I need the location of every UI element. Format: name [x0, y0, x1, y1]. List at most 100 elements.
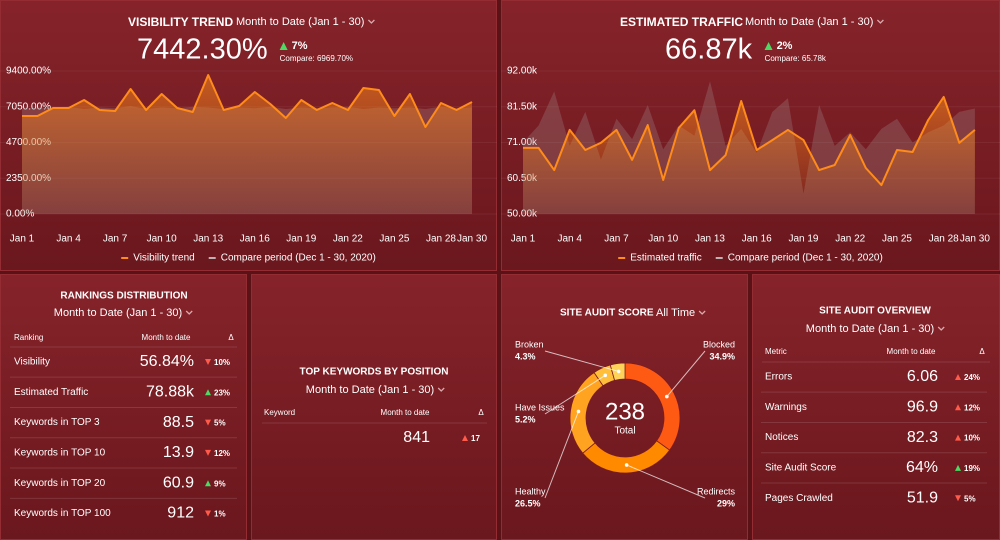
trend-line [22, 74, 473, 128]
trend-arrow [462, 435, 468, 441]
leader-dot [665, 394, 669, 399]
compare-value: Compare: 6969.70% [280, 54, 353, 63]
x-tick-label: Jan 25 [379, 234, 409, 245]
leader-line [544, 411, 579, 499]
row-label: Estimated Traffic [14, 387, 88, 398]
trend-arrow [955, 404, 961, 411]
panel-title: TOP KEYWORDS BY POSITION [300, 367, 449, 378]
x-tick-label: Jan 7 [604, 234, 629, 245]
donut-total: 238 [605, 398, 645, 425]
row-label: Keywords in TOP 100 [14, 508, 111, 519]
donut-total-label: Total [614, 426, 635, 437]
dropdown-icon [185, 310, 193, 315]
segment-label: Broken [515, 339, 544, 349]
trend-arrow [764, 42, 773, 50]
legend-label: Compare period (Dec 1 - 30, 2020) [728, 253, 883, 264]
x-tick-label: Jan 13 [695, 234, 725, 245]
row-label: Site Audit Score [765, 463, 837, 474]
x-tick-label: Jan 28 [929, 234, 959, 245]
x-tick-label: Jan 30 [960, 234, 990, 245]
panel-title: RANKINGS DISTRIBUTION [60, 291, 187, 302]
trend-arrow [205, 510, 211, 517]
leader-line [544, 350, 619, 372]
headline-value: 66.87k [665, 34, 753, 66]
x-tick-label: Jan 19 [286, 234, 316, 245]
column-header: Δ [228, 333, 234, 342]
period-selector[interactable]: Month to Date (Jan 1 - 30) [306, 384, 434, 396]
panel-title: SITE AUDIT SCORE [560, 308, 654, 319]
period-selector[interactable]: Month to Date (Jan 1 - 30) [54, 307, 182, 319]
row-label: Keywords in TOP 3 [14, 417, 100, 428]
segment-value: 34.9% [709, 351, 735, 361]
y-tick-label: 60.50k [507, 173, 538, 184]
row-delta: 17 [471, 434, 480, 443]
panel-title: VISIBILITY TREND [128, 15, 233, 29]
row-value: 88.5 [163, 414, 194, 431]
leader-dot [603, 373, 608, 378]
row-delta: 1% [214, 510, 226, 519]
panel [251, 274, 497, 540]
dropdown-icon [437, 387, 445, 392]
x-tick-label: Jan 19 [788, 234, 818, 245]
row-delta: 19% [964, 464, 980, 473]
dropdown-icon [937, 326, 945, 331]
period-selector[interactable]: Month to Date (Jan 1 - 30) [806, 323, 934, 335]
legend-label: Compare period (Dec 1 - 30, 2020) [221, 253, 376, 264]
row-delta: 12% [964, 403, 980, 412]
period-selector[interactable]: Month to Date (Jan 1 - 30) [745, 16, 873, 28]
row-delta: 24% [964, 373, 980, 382]
row-label: Keywords in TOP 10 [14, 448, 106, 459]
row-value: 51.9 [907, 489, 938, 506]
segment-value: 5.2% [515, 414, 536, 424]
x-tick-label: Jan 4 [56, 234, 81, 245]
dropdown-icon [698, 310, 706, 315]
row-label: Pages Crawled [765, 493, 833, 504]
row-value: 841 [403, 429, 430, 446]
x-tick-label: Jan 1 [511, 234, 536, 245]
row-value: 6.06 [907, 368, 938, 385]
panel-title: SITE AUDIT OVERVIEW [819, 306, 931, 317]
row-label: Errors [765, 372, 792, 383]
leader-line [666, 350, 706, 397]
trend-arrow [205, 359, 211, 365]
x-tick-label: Jan 22 [835, 234, 865, 245]
x-tick-label: Jan 30 [457, 234, 487, 245]
period-selector[interactable]: Month to Date (Jan 1 - 30) [236, 16, 364, 28]
x-tick-label: Jan 16 [240, 234, 270, 245]
row-delta: 23% [214, 388, 230, 397]
leader-dot [616, 369, 621, 374]
delta: 7% [292, 40, 308, 52]
y-tick-label: 9400.00% [6, 66, 51, 77]
trend-area [523, 96, 975, 214]
row-value: 82.3 [907, 429, 938, 446]
row-label: Keywords in TOP 20 [14, 478, 106, 489]
x-tick-label: Jan 13 [193, 234, 223, 245]
x-tick-label: Jan 4 [558, 234, 583, 245]
trend-line [523, 95, 976, 187]
trend-arrow [279, 42, 288, 50]
leader-dot [576, 409, 581, 414]
column-header: Month to date [142, 333, 191, 342]
x-tick-label: Jan 28 [426, 234, 456, 245]
y-tick-label: 92.00k [507, 66, 538, 77]
trend-arrow [205, 419, 211, 426]
legend: Estimated traffic Compare period (Dec 1 -… [618, 253, 883, 264]
row-delta: 5% [214, 419, 226, 428]
x-tick-label: Jan 10 [147, 234, 177, 245]
row-value: 56.84% [140, 353, 194, 370]
y-tick-label: 71.00k [507, 137, 538, 148]
x-tick-label: Jan 7 [103, 234, 128, 245]
leader-dot [624, 463, 629, 467]
period-selector[interactable]: All Time [656, 307, 695, 319]
panel [0, 274, 247, 540]
trend-arrow [205, 449, 211, 456]
column-header: Metric [765, 347, 787, 356]
leader-line [626, 464, 706, 499]
column-header: Month to date [887, 347, 936, 356]
segment-value: 4.3% [515, 351, 536, 361]
legend-label: Estimated traffic [630, 253, 702, 264]
column-header: Keyword [264, 408, 295, 417]
column-header: Month to date [381, 408, 430, 417]
row-value: 96.9 [907, 399, 938, 416]
